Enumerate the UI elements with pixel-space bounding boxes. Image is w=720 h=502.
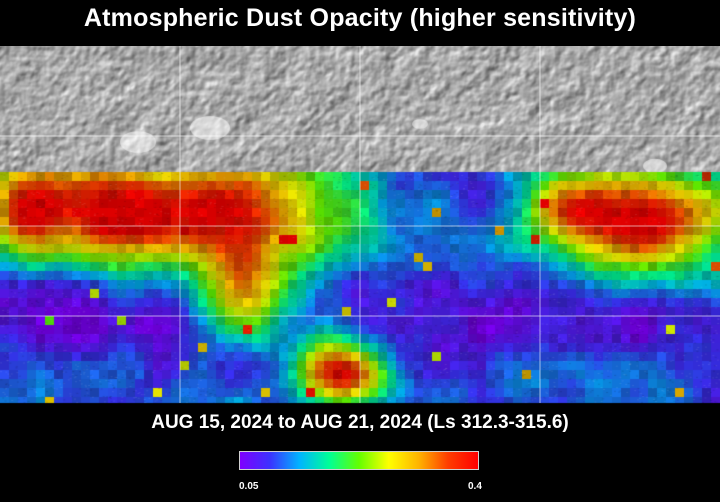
color-scale-bar — [239, 451, 479, 470]
lat-lon-grid — [0, 46, 720, 403]
dust-opacity-map — [0, 46, 720, 406]
map-title: Atmospheric Dust Opacity (higher sensiti… — [83, 4, 637, 32]
date-range-label: AUG 15, 2024 to AUG 21, 2024 (Ls 312.3-3… — [151, 412, 569, 433]
color-scale-max-label: 0.4 — [468, 481, 482, 492]
color-scale-min-label: 0.05 — [239, 481, 259, 492]
